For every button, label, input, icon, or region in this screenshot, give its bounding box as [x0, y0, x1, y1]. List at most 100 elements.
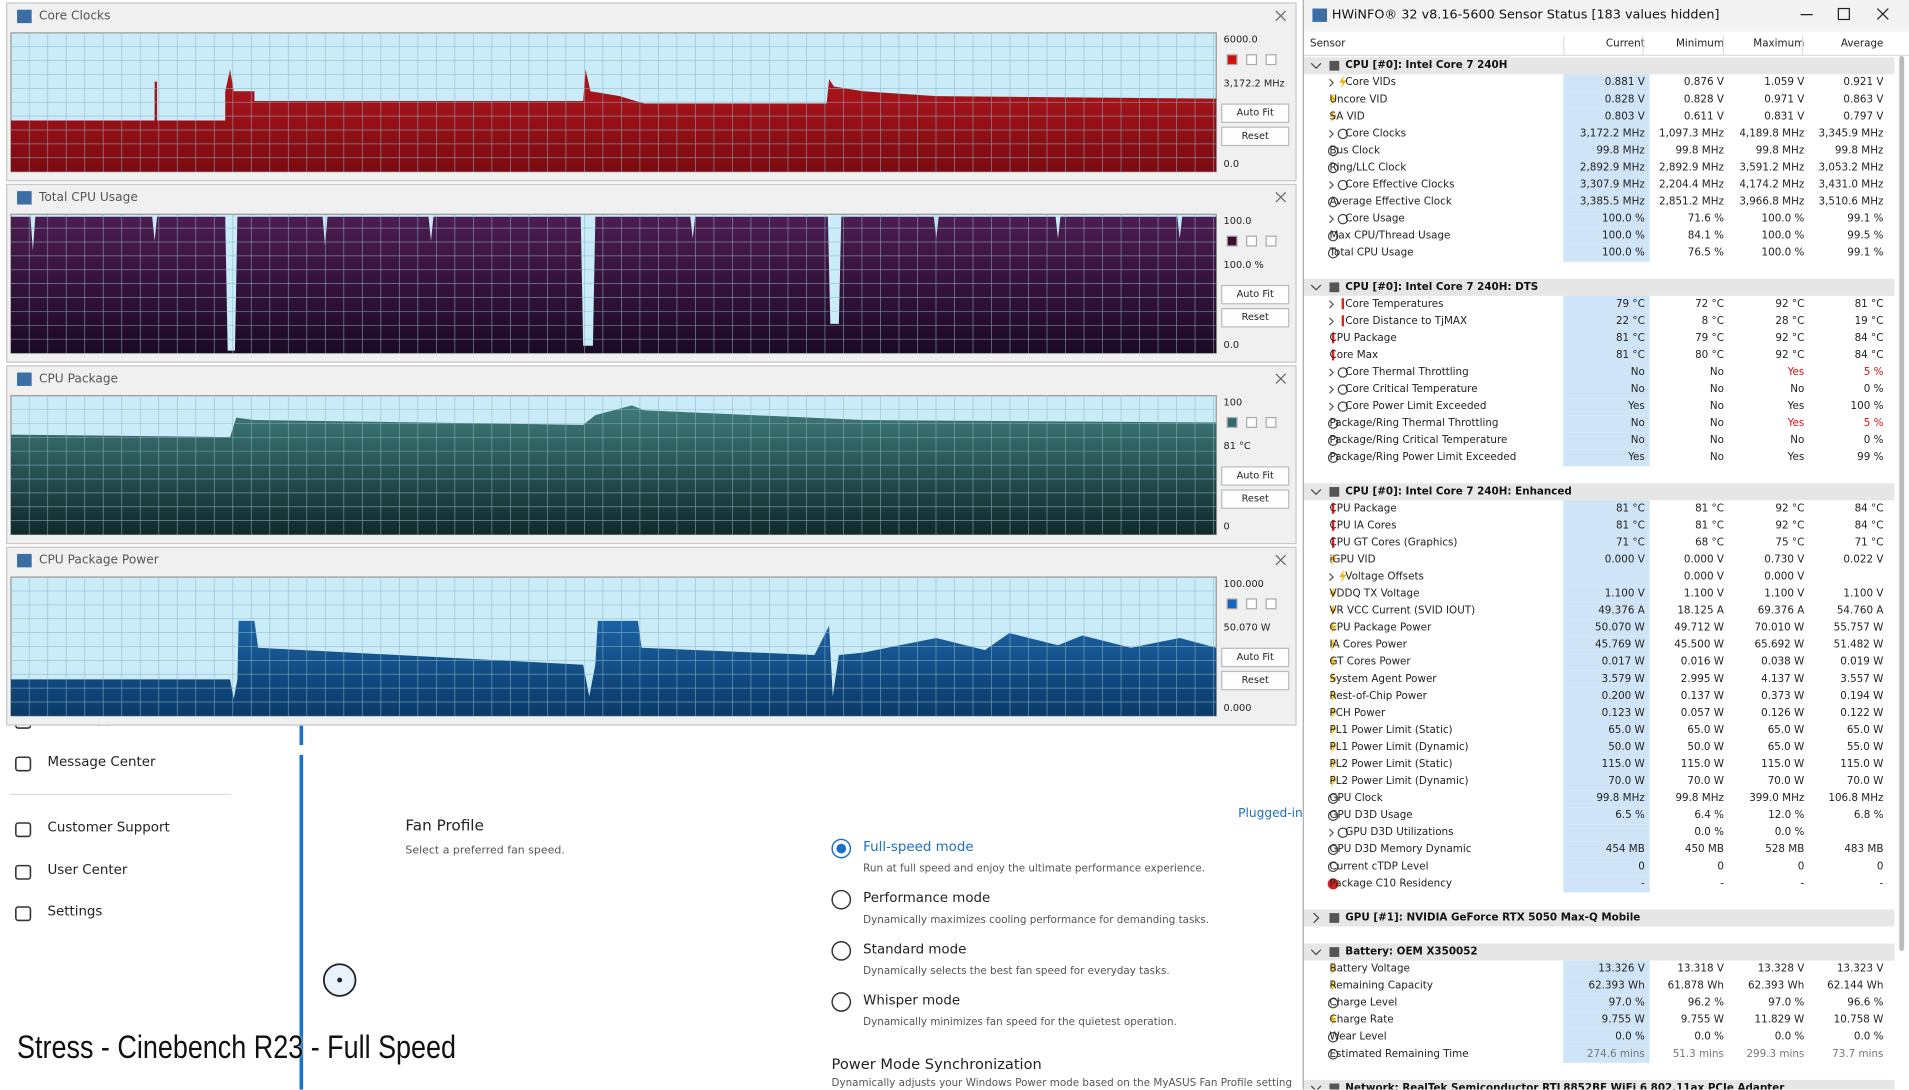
icon-shape	[15, 822, 32, 838]
sensor-value: 0.019 W	[1840, 656, 1884, 669]
clock-icon	[1327, 247, 1339, 259]
sensor-icon	[1329, 774, 1337, 788]
chevron	[1310, 1085, 1322, 1090]
group-toggle[interactable]	[1310, 1082, 1342, 1090]
current-cell	[1563, 159, 1650, 177]
sensor-label: IA Cores Power	[1329, 639, 1407, 652]
thermo-icon	[1331, 349, 1335, 361]
sensor-label: PL1 Power Limit (Static)	[1329, 724, 1453, 737]
scale-max: 100	[1223, 396, 1243, 408]
sidebar-item: Customer Support	[47, 819, 170, 836]
radio[interactable]	[830, 991, 852, 1013]
window-controls[interactable]	[1791, 0, 1909, 32]
radio-ring	[831, 992, 852, 1012]
sensor-icon	[1327, 793, 1339, 804]
button[interactable]: Auto Fit	[1221, 284, 1290, 305]
sensor-value: 6.4 %	[1694, 809, 1724, 822]
sensor-value: 62.393 Wh	[1588, 980, 1645, 993]
sensor-value: 0.000 V	[1683, 553, 1724, 567]
sensor-icon	[1329, 384, 1348, 395]
thermo-icon	[1331, 519, 1335, 531]
window-title: HWiNFO® 32 v8.16-5600 Sensor Status [183…	[1331, 7, 1720, 22]
sensor-icon	[1329, 654, 1337, 669]
sensor-icon	[1329, 706, 1337, 720]
chevron	[1329, 300, 1334, 309]
sensor-icon	[1329, 213, 1348, 225]
sensor-icon	[1327, 247, 1339, 259]
button[interactable]: Auto Fit	[1221, 647, 1290, 668]
radio[interactable]	[830, 940, 852, 962]
sensor-label: Core Power Limit Exceeded	[1345, 400, 1487, 413]
button[interactable]: Reset	[1221, 308, 1290, 328]
group-toggle[interactable]	[1310, 60, 1342, 72]
graph-svg	[10, 373, 1287, 536]
current-cell	[1563, 960, 1650, 978]
clock-icon	[1337, 213, 1348, 225]
sensor-value: 49.712 W	[1674, 622, 1724, 635]
sensor-value: No	[1709, 417, 1724, 430]
bolt-icon	[1329, 978, 1337, 993]
sensor-icon	[1329, 689, 1337, 703]
bolt-icon	[1339, 569, 1347, 584]
app-icon	[17, 191, 32, 205]
clock-icon	[1327, 810, 1339, 821]
group-toggle[interactable]	[1310, 912, 1342, 924]
current-cell	[1563, 142, 1650, 160]
sensor-value: -	[1800, 877, 1805, 890]
clock-icon	[1327, 145, 1339, 157]
button[interactable]: Reset	[1221, 670, 1290, 691]
current-cell	[1563, 790, 1650, 808]
accent	[299, 754, 304, 1090]
group-header	[1303, 483, 1895, 501]
error-icon	[1327, 878, 1339, 890]
current-cell	[1563, 994, 1650, 1012]
group-toggle[interactable]	[1310, 281, 1342, 293]
group-toggle[interactable]	[1310, 486, 1342, 498]
current-cell	[1563, 398, 1650, 416]
current-cell	[1563, 687, 1650, 705]
group-toggle[interactable]	[1310, 946, 1342, 958]
sensor-label: PL2 Power Limit (Dynamic)	[1329, 775, 1469, 788]
radio[interactable]	[830, 889, 852, 911]
sensor-value: 1.100 V	[1604, 588, 1645, 601]
sensor-value: 1.100 V	[1764, 588, 1805, 601]
current-cell	[1563, 364, 1650, 382]
current-cell	[1563, 824, 1650, 842]
sensor-value: 65.0 W	[1846, 724, 1884, 737]
sensor-label: Charge Level	[1329, 997, 1398, 1010]
sensor-value: 73.7 mins	[1832, 1048, 1884, 1061]
sensor-value: 0.828 V	[1683, 93, 1724, 106]
section-title: Fan Profile	[405, 815, 484, 834]
scale-max: 6000.0	[1223, 34, 1258, 46]
sensor-value: 0	[1797, 860, 1805, 873]
sensor-value: 8 °C	[1701, 315, 1724, 328]
sensor-value: 70.0 W	[1846, 775, 1884, 788]
sensor-value: 2,204.4 MHz	[1658, 178, 1724, 192]
sensor-icon	[1327, 997, 1339, 1009]
sensor-label: CPU IA Cores	[1329, 519, 1397, 533]
plot	[10, 32, 1217, 173]
button[interactable]: Auto Fit	[1221, 466, 1290, 486]
button[interactable]: Reset	[1221, 489, 1290, 509]
sensor-value: 75 °C	[1775, 536, 1805, 550]
sensor-value: -	[1879, 877, 1884, 890]
scale-max: 100.0	[1223, 215, 1252, 227]
radio[interactable]	[830, 838, 852, 860]
sensor-value: 0.000 V	[1764, 570, 1805, 584]
button[interactable]: Auto Fit	[1221, 103, 1290, 123]
sensor-label: Package C10 Residency	[1329, 877, 1453, 890]
sensor-value: 51.482 W	[1833, 639, 1884, 652]
sensor-value: 0.921 V	[1843, 76, 1884, 89]
current-cell	[1563, 670, 1650, 688]
sensor-value: 70.0 W	[1687, 775, 1724, 788]
sensor-value: 6.8 %	[1853, 809, 1884, 822]
radio-ring	[831, 889, 852, 910]
sensor-value: 0.876 V	[1683, 76, 1724, 89]
swatch	[1226, 416, 1238, 428]
sidebar-icon	[15, 864, 32, 880]
button[interactable]: Reset	[1221, 126, 1290, 147]
scrollbar	[1899, 56, 1905, 951]
group-header	[1303, 57, 1895, 75]
group-name: CPU [#0]: Intel Core 7 240H: Enhanced	[1345, 485, 1572, 498]
